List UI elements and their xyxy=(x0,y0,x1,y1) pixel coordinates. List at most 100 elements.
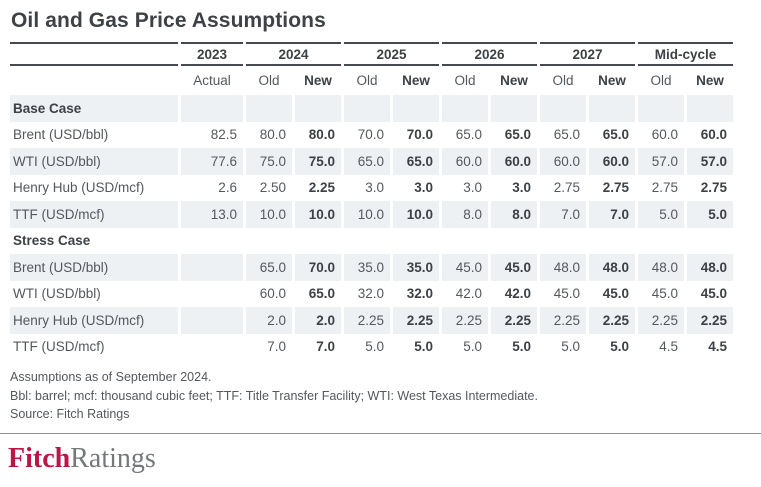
value-cell: 5.0 xyxy=(512,339,532,355)
value-cell: 2.25 xyxy=(687,307,734,334)
value-cell: 65.0 xyxy=(246,254,292,281)
year-header: 2024 xyxy=(246,42,342,66)
value-cell: 48.0 xyxy=(687,254,734,281)
section-spacer-cell xyxy=(491,228,537,255)
value-cell: 3.0 xyxy=(463,180,483,196)
value-cell: 45.0 xyxy=(491,254,538,281)
value-cell: 60.0 xyxy=(700,127,728,143)
subcol-header: New xyxy=(304,73,332,88)
section-spacer-cell xyxy=(687,228,733,255)
value-cell: 57.0 xyxy=(638,148,685,175)
row-label: Henry Hub (USD/mcf) xyxy=(13,180,145,196)
subcol-header: Actual xyxy=(193,73,231,88)
subcol-header: New xyxy=(500,73,528,88)
section-spacer-cell xyxy=(393,95,440,122)
value-cell: 45.0 xyxy=(553,286,581,302)
value-cell: 77.6 xyxy=(181,148,243,175)
value-cell: 8.0 xyxy=(442,201,489,228)
value-cell: 57.0 xyxy=(687,148,734,175)
value-cell: 10.0 xyxy=(246,201,292,228)
table-row: Henry Hub (USD/mcf) 2.6 2.50 2.25 3.0 3.0 3.0 3… xyxy=(10,175,733,202)
value-cell: 2.25 xyxy=(344,307,391,334)
value-cell: 5.0 xyxy=(610,339,630,355)
value-cell: 45.0 xyxy=(651,286,679,302)
value-cell: 2.25 xyxy=(491,307,538,334)
value-cell: 48.0 xyxy=(540,254,587,281)
section-spacer-cell xyxy=(491,95,538,122)
logo-ratings-wordmark: Ratings xyxy=(70,442,156,474)
value-cell: 2.0 xyxy=(246,307,292,334)
section-spacer-cell xyxy=(589,228,635,255)
value-cell: 2.25 xyxy=(638,307,685,334)
row-label: TTF (USD/mcf) xyxy=(10,201,178,228)
value-cell: 2.75 xyxy=(553,180,581,196)
value-cell: 82.5 xyxy=(210,127,237,143)
value-cell: 65.0 xyxy=(393,148,440,175)
table-row: WTI (USD/bbl) 60.0 65.0 32.0 32.0 42.0 42.0 45.… xyxy=(10,281,733,308)
section-spacer-cell xyxy=(295,95,342,122)
section-spacer-cell xyxy=(540,228,586,255)
value-cell: 2.25 xyxy=(308,180,336,196)
subcol-header: Old xyxy=(650,73,672,88)
value-cell: 2.75 xyxy=(700,180,728,196)
value-cell: 65.0 xyxy=(553,127,581,143)
value-cell: 42.0 xyxy=(504,286,532,302)
value-cell: 48.0 xyxy=(638,254,685,281)
subcol-header: Old xyxy=(258,73,280,88)
value-cell: 8.0 xyxy=(491,201,538,228)
logo-fitch-wordmark: Fitch xyxy=(8,442,71,474)
value-cell: 45.0 xyxy=(602,286,630,302)
fitch-ratings-logo: FitchRatings xyxy=(8,442,761,474)
value-cell: 70.0 xyxy=(406,127,434,143)
section-row: Stress Case xyxy=(10,228,733,255)
value-cell: 2.75 xyxy=(602,180,630,196)
subcol-header: Old xyxy=(356,73,378,88)
footnotes: Assumptions as of September 2024. Bbl: b… xyxy=(10,368,751,424)
value-cell: 2.25 xyxy=(442,307,489,334)
row-label: Henry Hub (USD/mcf) xyxy=(10,307,178,334)
value-cell: 60.0 xyxy=(589,148,636,175)
section-spacer-cell xyxy=(638,228,684,255)
value-cell: 60.0 xyxy=(540,148,587,175)
value-cell: 42.0 xyxy=(455,286,483,302)
value-cell: 45.0 xyxy=(700,286,728,302)
table-row: TTF (USD/mcf) 13.0 10.0 10.0 10.0 10.0 8.0 8.0 7… xyxy=(10,201,734,228)
value-cell: 60.0 xyxy=(651,127,679,143)
section-spacer-cell xyxy=(344,95,391,122)
corner-header xyxy=(10,42,178,66)
value-cell: 65.0 xyxy=(602,127,630,143)
value-cell: 32.0 xyxy=(406,286,434,302)
table-row: Brent (USD/bbl) 65.0 70.0 35.0 35.0 45.0 45.0 4… xyxy=(10,254,734,281)
row-label: WTI (USD/bbl) xyxy=(13,286,101,302)
value-cell: 7.0 xyxy=(267,339,286,355)
subcol-header-row: Actual Old New Old New Old New Old New Old New xyxy=(10,66,733,95)
value-cell: 2.75 xyxy=(651,180,679,196)
section-spacer-cell xyxy=(442,95,489,122)
value-cell: 2.25 xyxy=(393,307,440,334)
value-cell: 35.0 xyxy=(393,254,440,281)
corner-subheader xyxy=(10,66,178,95)
value-cell: 10.0 xyxy=(344,201,391,228)
row-label: Brent (USD/bbl) xyxy=(13,127,109,143)
value-cell: 65.0 xyxy=(504,127,532,143)
footnote-source: Source: Fitch Ratings xyxy=(10,407,130,421)
value-cell: 2.0 xyxy=(295,307,342,334)
section-spacer-cell xyxy=(540,95,587,122)
footnote-date: Assumptions as of September 2024. xyxy=(10,370,212,384)
row-label: Brent (USD/bbl) xyxy=(10,254,178,281)
value-cell: 5.0 xyxy=(414,339,434,355)
subcol-header: New xyxy=(402,73,430,88)
value-cell: 45.0 xyxy=(442,254,489,281)
section-spacer-cell xyxy=(181,228,243,255)
value-cell: 7.0 xyxy=(589,201,636,228)
value-cell xyxy=(181,334,243,361)
year-header: 2027 xyxy=(540,42,636,66)
year-header: 2025 xyxy=(344,42,440,66)
subcol-header: Old xyxy=(552,73,574,88)
value-cell: 7.0 xyxy=(316,339,336,355)
value-cell: 5.0 xyxy=(365,339,385,355)
table-row: WTI (USD/bbl) 77.6 75.0 75.0 65.0 65.0 60.0 60.… xyxy=(10,148,734,175)
section-spacer-cell xyxy=(638,95,685,122)
section-spacer-cell xyxy=(181,95,243,122)
value-cell: 3.0 xyxy=(414,180,434,196)
